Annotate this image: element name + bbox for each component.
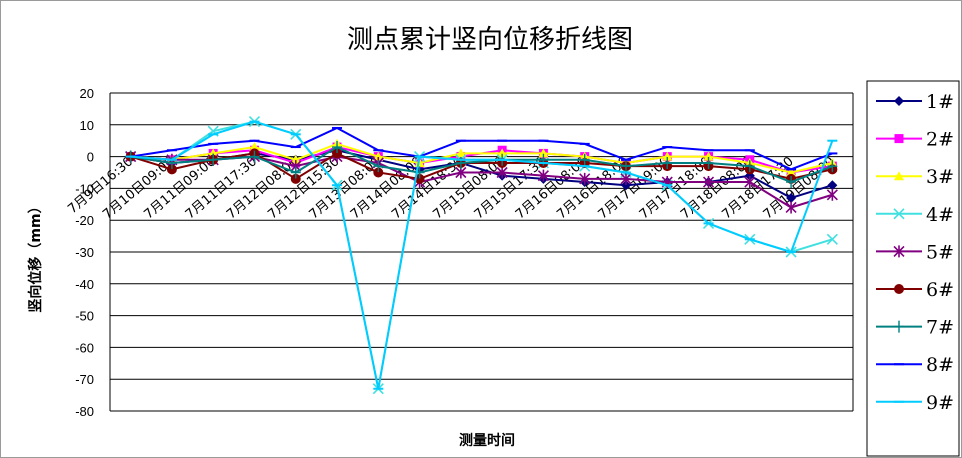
series-line <box>130 120 834 389</box>
y-tick-label: -10 <box>75 181 94 196</box>
data-point <box>579 153 590 166</box>
grid-lines <box>109 92 854 412</box>
series-line <box>130 126 833 171</box>
legend-entry: 7# <box>876 317 954 339</box>
data-point <box>744 176 756 189</box>
series-line <box>130 145 833 184</box>
data-point <box>208 148 219 158</box>
data-point <box>744 160 755 173</box>
legend-swatch-marker <box>893 245 905 258</box>
data-point <box>786 167 797 177</box>
data-point <box>786 192 797 203</box>
legend-entry: 5# <box>876 241 954 263</box>
series-line <box>130 152 833 181</box>
data-point <box>332 148 343 159</box>
y-tick-label: 10 <box>80 118 94 133</box>
data-point <box>290 166 301 179</box>
data-point <box>826 233 838 245</box>
data-point <box>373 167 384 178</box>
data-point <box>826 188 838 201</box>
y-tick-label: -80 <box>75 404 94 419</box>
y-tick-label: 0 <box>87 150 94 165</box>
series-line <box>130 142 833 174</box>
y-tick-label: -60 <box>75 340 94 355</box>
data-point <box>537 169 549 182</box>
series-lines <box>125 116 838 395</box>
y-tick-label: -50 <box>75 309 94 324</box>
legend-box <box>866 80 960 457</box>
legend: 1# 2# 3# 4# 5# 6# 7# 8# 9# <box>866 80 960 457</box>
legend-entry: 2# <box>876 129 954 151</box>
legend-entry: 1# <box>876 91 954 113</box>
chart-title: 测点累计竖向位移折线图 <box>347 25 633 55</box>
data-point <box>332 141 343 154</box>
legend-label: 8# <box>926 354 954 376</box>
data-point <box>703 156 714 169</box>
data-point <box>373 151 384 161</box>
y-tick-label: 20 <box>80 86 94 101</box>
legend-entry: 4# <box>876 204 954 226</box>
data-point <box>538 148 549 158</box>
data-point <box>497 148 508 158</box>
legend-label: 5# <box>926 241 954 263</box>
data-point <box>827 160 838 173</box>
data-point <box>208 153 219 166</box>
legend-label: 9# <box>926 392 954 414</box>
data-point <box>702 176 715 189</box>
data-point <box>249 150 260 163</box>
legend-label: 4# <box>926 204 954 226</box>
y-tick-label: -40 <box>75 277 94 292</box>
legend-entry: 9# <box>876 392 954 414</box>
data-point <box>290 173 301 184</box>
data-point <box>249 142 260 152</box>
legend-label: 7# <box>926 317 954 339</box>
data-point <box>579 172 591 185</box>
data-point <box>785 201 797 214</box>
data-point <box>786 176 797 189</box>
legend-swatch-marker <box>894 171 904 181</box>
legend-label: 2# <box>926 129 954 151</box>
y-tick-label: -30 <box>75 245 94 260</box>
data-point <box>373 160 384 173</box>
legend-swatch-marker <box>894 134 904 144</box>
series-9 <box>125 120 838 390</box>
y-axis-label: 竖向位移（mm） <box>27 199 44 312</box>
legend-swatch-marker <box>894 284 904 294</box>
y-axis-ticks: 20 10 0 -10 -20 -30 -40 -50 -60 -70 -80 <box>75 86 94 419</box>
y-tick-label: -70 <box>75 372 94 387</box>
data-point <box>455 148 466 158</box>
data-point <box>620 160 631 173</box>
legend-entry: 8# <box>876 354 954 376</box>
data-point <box>703 151 714 161</box>
data-point <box>166 164 177 175</box>
series-8 <box>125 126 838 171</box>
legend-swatch-marker <box>894 96 904 106</box>
legend-swatch-marker <box>893 208 905 220</box>
data-point <box>662 156 673 169</box>
data-point <box>662 151 673 161</box>
legend-label: 3# <box>926 166 954 188</box>
legend-swatch-marker <box>894 320 904 333</box>
data-point <box>827 180 838 191</box>
data-point <box>620 172 632 185</box>
y-tick-label: -20 <box>75 213 94 228</box>
legend-label: 6# <box>926 279 954 301</box>
data-point <box>496 166 508 179</box>
legend-label: 1# <box>926 91 954 113</box>
data-point <box>414 157 425 167</box>
x-axis-label: 测量时间 <box>459 432 515 449</box>
legend-entry: 3# <box>876 166 954 188</box>
data-point <box>620 180 631 191</box>
data-point <box>290 154 301 164</box>
legend-entry: 6# <box>876 279 954 301</box>
